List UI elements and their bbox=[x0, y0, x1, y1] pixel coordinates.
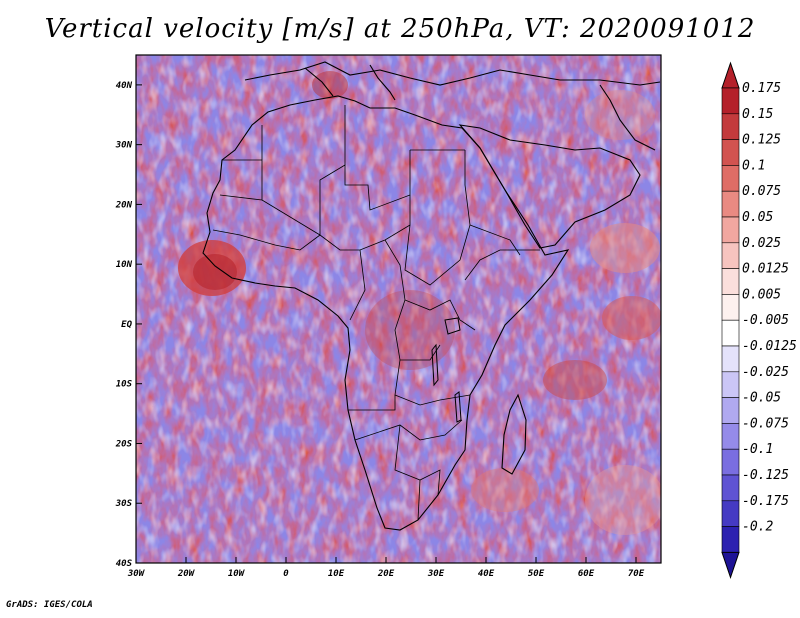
lat-tick-label: 40N bbox=[116, 81, 133, 91]
lon-tick-label: 0 bbox=[283, 569, 289, 579]
colorbar-label: 0.075 bbox=[742, 184, 781, 199]
lat-tick-label: 10S bbox=[116, 380, 133, 390]
lon-tick-label: 40E bbox=[478, 569, 495, 579]
colorbar-swatch bbox=[721, 500, 740, 527]
colorbar-label: -0.1 bbox=[742, 442, 773, 457]
colorbar-swatch bbox=[721, 319, 740, 347]
colorbar-label: -0.005 bbox=[742, 313, 789, 328]
lon-tick-label: 50E bbox=[528, 569, 545, 579]
plot-frame bbox=[135, 54, 662, 564]
colorbar-swatch bbox=[721, 474, 740, 502]
lat-tick-label: 20N bbox=[115, 200, 133, 210]
ascent-area-arabian-sea bbox=[590, 223, 660, 273]
lat-tick-label: 40S bbox=[116, 559, 133, 569]
colorbar-swatch bbox=[721, 526, 740, 553]
latitude-axis: 40N 30N 20N 10N EQ 10S 20S 30S 40S bbox=[115, 81, 142, 569]
colorbar-label: -0.175 bbox=[742, 494, 789, 509]
longitude-axis: 30W 20W 10W 0 10E 20E 30E 40E 50E 60E 70E bbox=[127, 557, 645, 579]
lon-tick-label: 70E bbox=[628, 569, 645, 579]
colorbar-swatch bbox=[721, 216, 740, 244]
colorbar-label: -0.2 bbox=[742, 520, 773, 535]
colorbar-label: 0.025 bbox=[742, 236, 781, 251]
colorbar-label: -0.05 bbox=[742, 391, 781, 406]
lon-tick-label: 30W bbox=[127, 569, 146, 579]
colorbar-swatch bbox=[721, 87, 740, 115]
colorbar-bottom-arrow bbox=[721, 551, 740, 579]
lat-tick-label: 30N bbox=[115, 141, 133, 151]
lon-tick-label: 20E bbox=[377, 569, 395, 579]
coastlines bbox=[202, 61, 661, 531]
colorbar-label: -0.075 bbox=[742, 416, 789, 431]
colorbar-swatch bbox=[721, 345, 740, 373]
software-credit: GrADS: IGES/COLA bbox=[6, 600, 93, 610]
colorbar-label: 0.175 bbox=[742, 81, 781, 96]
colorbar-swatch bbox=[721, 139, 740, 166]
colorbar-label: 0.125 bbox=[742, 133, 781, 148]
inland-water bbox=[431, 317, 462, 423]
colorbar-swatch bbox=[721, 113, 740, 140]
colorbar-swatch bbox=[721, 423, 740, 450]
vertical-velocity-field bbox=[136, 55, 661, 563]
colorbar-label: 0.15 bbox=[742, 107, 773, 122]
colorbar-label: -0.125 bbox=[742, 468, 789, 483]
colorbar-swatch bbox=[721, 165, 740, 192]
colorbar-swatch bbox=[721, 397, 740, 424]
lon-tick-label: 60E bbox=[578, 569, 595, 579]
colorbar-swatch bbox=[721, 268, 740, 295]
lon-tick-label: 10E bbox=[328, 569, 345, 579]
lat-tick-label: 10N bbox=[116, 260, 133, 270]
chart-title: Vertical velocity [m/s] at 250hPa, VT: 2… bbox=[44, 14, 756, 44]
colorbar-swatch bbox=[721, 371, 740, 398]
colorbar-top-arrow bbox=[721, 61, 740, 89]
colorbar-swatch bbox=[721, 294, 740, 321]
lat-tick-label: 30S bbox=[115, 499, 133, 509]
colorbar-swatch bbox=[721, 448, 740, 476]
colorbar-label: 0.05 bbox=[742, 210, 773, 225]
colorbar-label: 0.0125 bbox=[742, 262, 789, 277]
lon-tick-label: 20W bbox=[177, 569, 196, 579]
colorbar-swatch bbox=[721, 190, 740, 218]
colorbar-label: -0.025 bbox=[742, 365, 789, 380]
colorbar-label: -0.0125 bbox=[742, 339, 797, 354]
lon-tick-label: 30E bbox=[427, 569, 445, 579]
colorbar-label: 0.005 bbox=[742, 287, 781, 302]
lon-tick-label: 10W bbox=[228, 569, 246, 579]
ascent-area-indian-ocean bbox=[543, 360, 607, 400]
colorbar: 0.175 0.15 0.125 0.1 0.075 0.05 0.025 0.0125 0.0… bbox=[721, 61, 797, 579]
colorbar-label: 0.1 bbox=[742, 158, 765, 173]
lat-tick-label: 20S bbox=[115, 439, 133, 449]
colorbar-swatch bbox=[721, 242, 740, 269]
lat-tick-label: EQ bbox=[121, 320, 132, 330]
